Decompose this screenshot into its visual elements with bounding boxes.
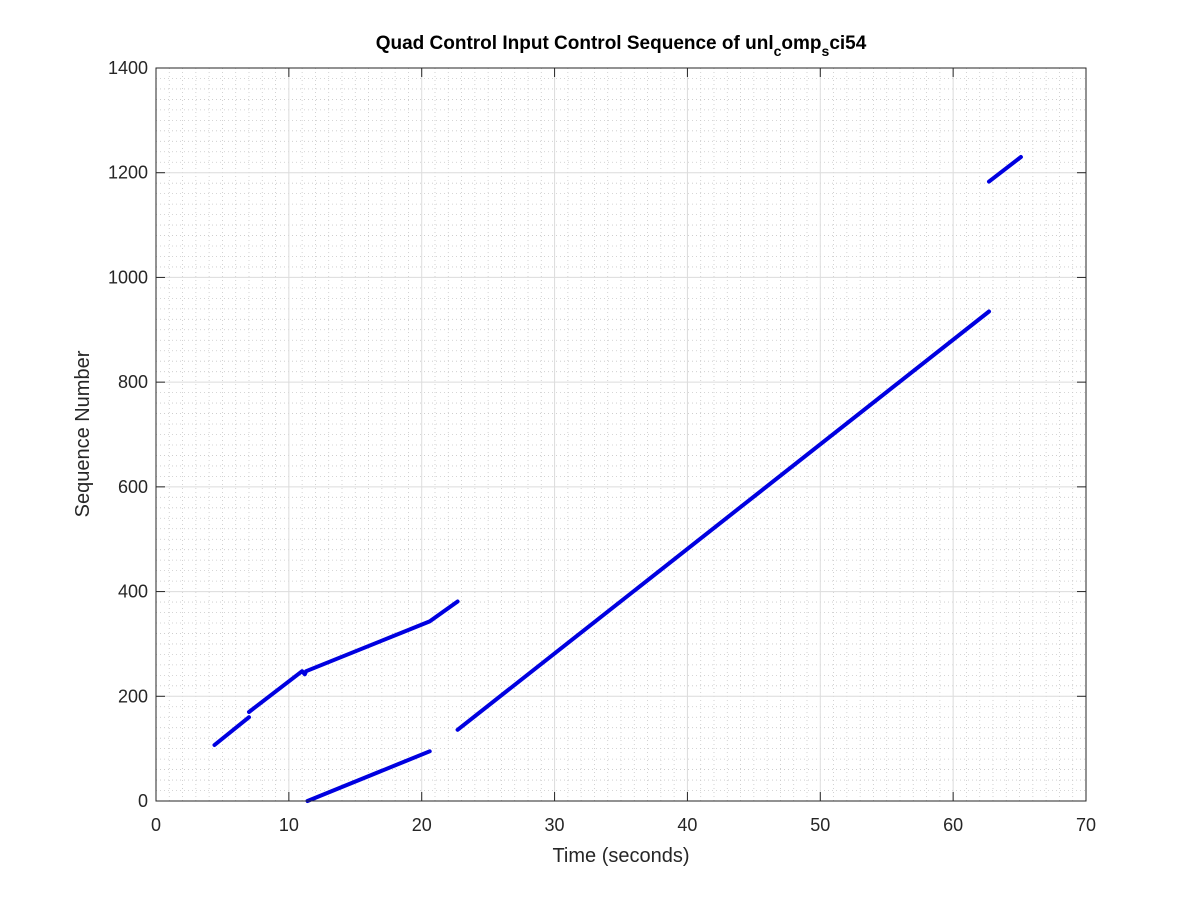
series-line	[305, 749, 432, 803]
title-sub2: s	[822, 43, 830, 59]
x-tick-label: 50	[810, 815, 830, 835]
x-tick-label: 40	[677, 815, 697, 835]
x-tick-label: 20	[412, 815, 432, 835]
y-tick-label: 800	[118, 372, 148, 392]
y-tick-label: 400	[118, 582, 148, 602]
x-tick-label: 0	[151, 815, 161, 835]
y-axis-label: Sequence Number	[72, 350, 94, 517]
x-axis-ticks: 0 10 20 30 40 50 60 70	[151, 68, 1096, 835]
title-sub1: c	[774, 43, 782, 59]
y-tick-label: 600	[118, 477, 148, 497]
plot-frame	[155, 67, 1087, 802]
major-grid	[155, 67, 1087, 802]
y-tick-label: 200	[118, 686, 148, 706]
y-tick-label: 1200	[108, 163, 148, 183]
series-line	[212, 715, 251, 747]
series-line	[987, 155, 1023, 184]
series-line	[247, 599, 460, 714]
title-base: Quad Control Input Control Sequence of u…	[376, 33, 774, 54]
series-line	[455, 309, 991, 732]
y-tick-label: 1400	[108, 58, 148, 78]
x-tick-label: 60	[943, 815, 963, 835]
y-axis-ticks: 0 200 400 600 800 1000 1200 1400	[108, 58, 1086, 811]
series-group	[212, 155, 1023, 803]
y-tick-label: 1000	[108, 267, 148, 287]
chart-title: Quad Control Input Control Sequence of u…	[376, 33, 867, 59]
x-tick-label: 10	[279, 815, 299, 835]
y-tick-label: 0	[138, 791, 148, 811]
x-tick-label: 30	[545, 815, 565, 835]
minor-grid	[156, 68, 1086, 801]
x-axis-label: Time (seconds)	[552, 845, 689, 867]
title-end: ci54	[829, 33, 866, 54]
x-tick-label: 70	[1076, 815, 1096, 835]
title-mid: omp	[781, 33, 821, 54]
